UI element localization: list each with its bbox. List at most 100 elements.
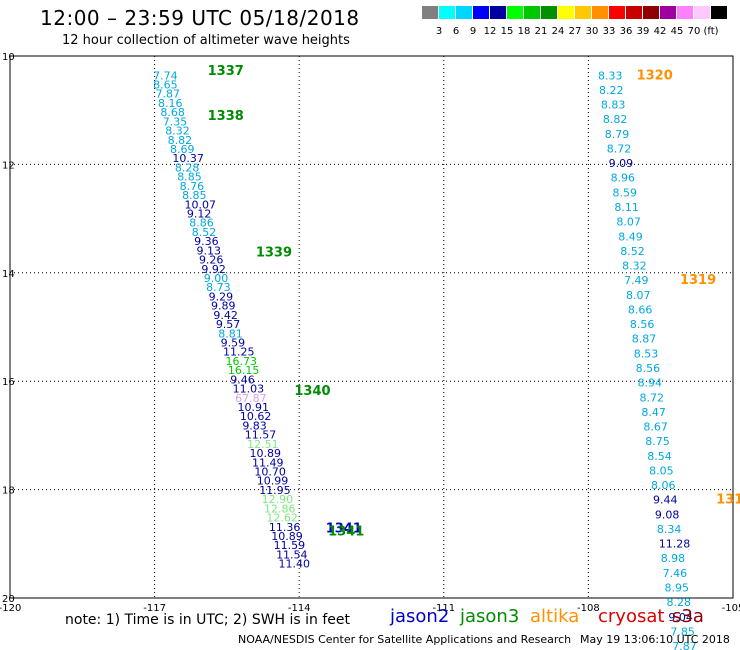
wave-height-label: 8.73 [206,281,231,294]
y-tick-label: 18 [2,486,15,497]
scale-swatch [524,6,540,19]
wave-height-label: 10.07 [184,198,216,211]
legend-jason2: jason2 [390,606,450,627]
chart-subtitle: 12 hour collection of altimeter wave hei… [62,33,350,48]
pass-number-label: 1338 [208,109,244,124]
x-tick-label: -114 [288,603,311,614]
wave-height-label: 8.07 [626,289,651,302]
wave-height-label: 8.95 [665,581,690,594]
wave-height-label: 9.09 [609,157,634,170]
scale-swatch [694,6,710,19]
wave-height-label: 11.95 [259,484,291,497]
scale-label: 42 [653,26,667,37]
wave-height-label: 8.28 [666,596,691,609]
wave-height-label: 9.44 [653,494,678,507]
chart-title: 12:00 – 23:59 UTC 05/18/2018 [40,6,360,30]
wave-height-label: 12.62 [266,512,298,525]
wave-height-label: 8.56 [636,362,661,375]
legend-cryosat: cryosat [598,606,665,627]
scale-swatch [422,6,438,19]
wave-height-label: 8.52 [620,245,645,258]
wave-height-label: 9.59 [221,337,246,350]
wave-height-label: 9.42 [213,309,238,322]
scale-swatch [660,6,676,19]
wave-height-label: 11.36 [269,521,301,534]
scale-label: 3 [435,26,443,37]
wave-height-label: 8.52 [192,226,217,239]
wave-height-label: 8.86 [189,217,214,230]
wave-height-label: 8.32 [622,260,647,273]
wave-height-label: 11.03 [233,383,265,396]
scale-swatch [575,6,591,19]
wave-height-label: 8.82 [603,113,628,126]
wave-height-label: 11.57 [245,429,277,442]
wave-height-label: 11.49 [252,456,283,469]
y-tick-label: 12 [2,160,15,171]
scale-swatch [609,6,625,19]
wave-height-label: 8.06 [651,479,676,492]
scale-label: 6 [452,26,460,37]
pass-number-label: 1318 [716,493,740,508]
scale-label: 9 [469,26,477,37]
wave-height-label: 8.98 [661,552,686,565]
scale-swatch [456,6,472,19]
wave-height-label: 8.65 [153,79,178,92]
scale-swatch [677,6,693,19]
wave-height-label: 8.72 [607,142,632,155]
x-tick-label: -117 [143,603,166,614]
scale-swatch [439,6,455,19]
wave-height-label: 8.87 [632,333,657,346]
x-tick-label: -105 [722,603,740,614]
wave-height-label: 7.74 [153,69,178,82]
scale-label: 15 [500,26,514,37]
scale-label: 30 [585,26,599,37]
scale-swatch [558,6,574,19]
wave-height-label: 8.82 [168,134,193,147]
wave-height-label: 8.69 [170,143,195,156]
wave-height-label: 9.12 [187,208,212,221]
wave-height-label: 8.34 [657,523,682,536]
wave-height-label: 16.73 [225,355,256,368]
legend-altika: altika [530,606,580,627]
wave-height-label: 10.89 [250,447,282,460]
scale-label: 33 [602,26,616,37]
scale-label: 39 [636,26,650,37]
wave-height-label: 8.96 [611,172,636,185]
y-tick-label: 14 [2,269,15,280]
wave-height-label: 12.51 [247,438,278,451]
wave-height-label: 8.28 [175,161,200,174]
scale-swatch [643,6,659,19]
scale-label: 18 [517,26,531,37]
pass-number-label: 1341 [326,521,362,536]
wave-height-label: 8.68 [160,106,185,119]
scale-swatch [507,6,523,19]
wave-height-label: 9.57 [216,318,241,331]
wave-height-label: 10.62 [240,410,272,423]
scale-label: 36 [619,26,633,37]
wave-height-label: 8.54 [647,450,672,463]
wave-height-label: 8.72 [639,391,664,404]
wave-height-label: 8.85 [177,171,202,184]
wave-height-label: 9.00 [204,272,229,285]
wave-height-label: 67.87 [235,392,267,405]
x-tick-label: -120 [0,603,21,614]
wave-height-label: 8.05 [649,464,674,477]
wave-height-label: 8.66 [628,303,653,316]
wave-height-label: 8.11 [614,201,639,214]
y-tick-label: 20 [2,594,15,605]
scale-swatch [592,6,608,19]
scale-swatch [490,6,506,19]
timestamp-text: May 19 13:06:10 UTC 2018 [580,633,730,646]
scale-label: 27 [568,26,582,37]
wave-height-label: 9.04 [668,611,693,624]
wave-height-label: 12.90 [262,493,294,506]
wave-height-label: 11.54 [276,548,308,561]
wave-height-label: 8.47 [641,406,666,419]
wave-height-label: 8.67 [643,421,668,434]
wave-height-label: 8.79 [605,128,630,141]
wave-height-label: 9.36 [194,235,219,248]
wave-height-label: 7.35 [163,115,188,128]
scale-swatch [711,6,727,19]
scale-label: 70 [687,26,701,37]
